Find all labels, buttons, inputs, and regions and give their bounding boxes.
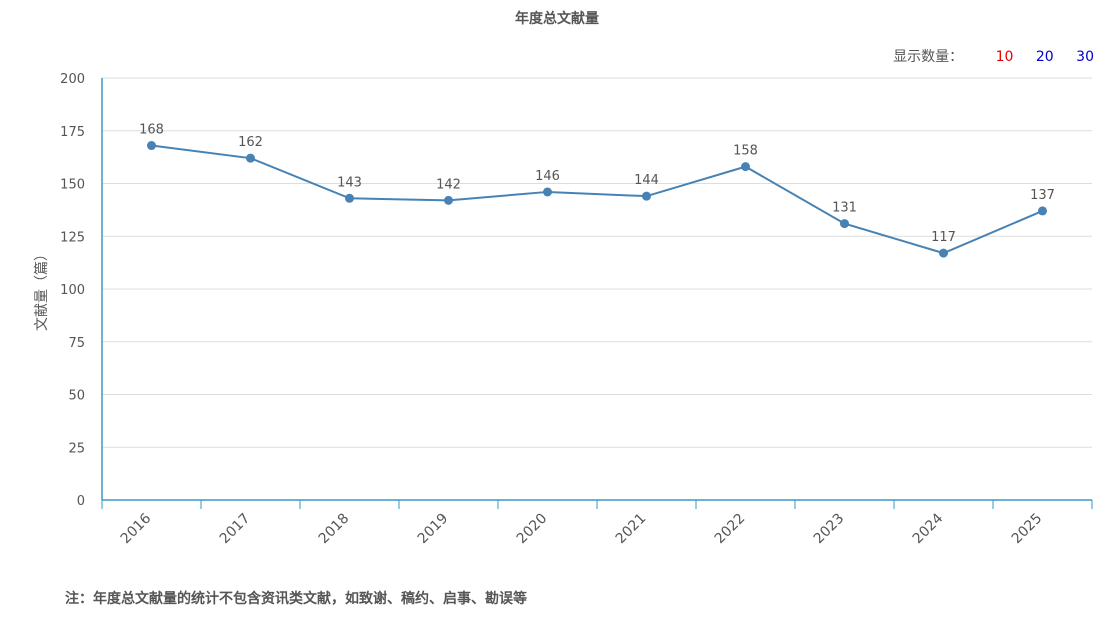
y-tick-label: 150 (60, 178, 85, 193)
x-tick-label: 2021 (613, 511, 650, 548)
y-tick-label: 25 (68, 441, 85, 456)
y-axis-label: 文献量（篇） (34, 247, 50, 331)
tick-labels: 0 25 50 75 100 125 150 175 200 2016 2017 2018 2019 20… (60, 72, 1045, 547)
data-label: 117 (931, 230, 956, 245)
x-tick-label: 2020 (514, 511, 551, 548)
data-point (840, 219, 849, 229)
data-point (1038, 206, 1047, 216)
x-tick-label: 2024 (910, 510, 947, 547)
grid-lines (102, 77, 1092, 448)
data-point (246, 153, 255, 163)
x-tick-label: 2017 (217, 511, 254, 548)
data-label: 142 (436, 177, 461, 192)
series-layer: 168 162 143 142 146 144 158 131 117 137 (139, 123, 1055, 258)
data-point (345, 193, 354, 203)
data-point (444, 195, 453, 205)
series-line (151, 144, 1043, 255)
data-label: 168 (139, 123, 164, 138)
data-point (642, 191, 651, 201)
data-point (147, 141, 156, 151)
axes (101, 78, 1093, 509)
y-tick-label: 125 (60, 230, 85, 245)
data-point (543, 187, 552, 197)
x-tick-label: 2018 (316, 511, 353, 548)
data-label: 131 (832, 201, 857, 216)
data-label: 144 (634, 173, 659, 188)
y-tick-label: 0 (77, 494, 85, 509)
display-count-option-30[interactable]: 30 (1076, 49, 1094, 65)
data-point (939, 248, 948, 258)
y-tick-label: 200 (60, 72, 85, 87)
data-label: 162 (238, 135, 263, 150)
data-label: 158 (733, 144, 758, 159)
x-tick-label: 2022 (712, 511, 749, 548)
data-label: 137 (1030, 188, 1055, 203)
data-label: 146 (535, 169, 560, 184)
x-tick-label: 2016 (118, 510, 155, 547)
display-count-option-10[interactable]: 10 (995, 49, 1014, 65)
y-tick-label: 175 (60, 125, 85, 140)
display-count-selector: 显示数量： 10 20 30 (893, 46, 1094, 66)
x-tick-label: 2023 (811, 511, 848, 548)
display-count-label: 显示数量： (893, 49, 964, 65)
y-tick-label: 75 (68, 336, 85, 351)
y-tick-label: 100 (60, 283, 85, 298)
data-label: 143 (337, 175, 362, 190)
y-tick-label: 50 (68, 389, 85, 404)
chart-title: 年度总文献量 (515, 11, 599, 27)
footnote: 注：年度总文献量的统计不包含资讯类文献，如致谢、稿约、启事、勘误等 (65, 591, 527, 607)
x-tick-label: 2019 (415, 511, 452, 548)
data-point (741, 162, 750, 172)
display-count-option-20[interactable]: 20 (1035, 49, 1054, 65)
x-tick-label: 2025 (1009, 511, 1046, 548)
